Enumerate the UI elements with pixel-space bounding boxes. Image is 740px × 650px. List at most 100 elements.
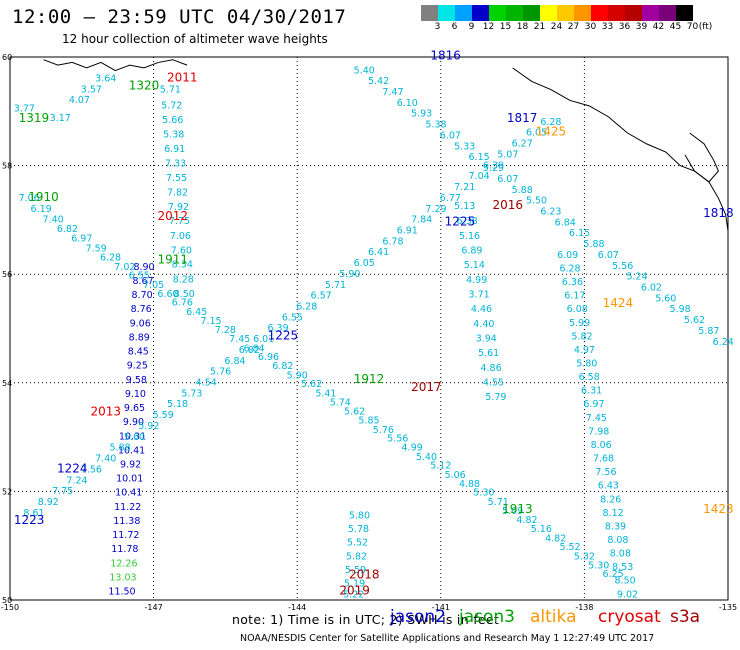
swh-value: 5.71 [488, 497, 509, 508]
swh-value: 8.08 [607, 535, 628, 546]
swh-value: 7.55 [166, 173, 187, 184]
swh-value: 11.50 [108, 587, 135, 598]
swh-value: 5.88 [110, 443, 131, 454]
swh-value: 5.38 [163, 129, 184, 140]
swh-value: 5.62 [301, 379, 322, 390]
swh-value: 6.55 [129, 271, 150, 282]
swh-value: 3.94 [476, 334, 497, 345]
swh-value: 5.56 [612, 261, 633, 272]
swh-value: 10.41 [118, 445, 145, 456]
colorbar-cell [455, 5, 472, 21]
swh-value: 6.57 [311, 291, 332, 302]
swh-value: 7.92 [168, 202, 189, 213]
swh-value: 5.59 [345, 565, 366, 576]
time-label: 1913 [502, 502, 533, 516]
swh-value: 5.82 [346, 551, 367, 562]
time-label: 1225 [445, 214, 476, 228]
time-label: 1319 [19, 111, 50, 125]
colorbar-cell [625, 5, 642, 21]
swh-value: 7.75 [52, 486, 73, 497]
footer-credit: NOAA/NESDIS Center for Satellite Applica… [240, 633, 655, 644]
swh-value: 6.17 [564, 291, 585, 302]
swh-value: 8.92 [38, 497, 59, 508]
swh-value: 5.85 [358, 416, 379, 427]
swh-value: 5.74 [330, 398, 351, 409]
swh-value: 5.29 [483, 163, 504, 174]
swh-value: 6.10 [397, 98, 418, 109]
colorbar-cell [557, 5, 574, 21]
swh-value: 5.60 [124, 432, 145, 443]
time-label: 1912 [354, 372, 385, 386]
swh-value: 5.52 [559, 542, 580, 553]
swh-value: 5.82 [571, 331, 592, 342]
swh-value: 7.40 [95, 454, 116, 465]
swh-value: 8.89 [129, 332, 150, 343]
x-tick-label: -147 [145, 603, 163, 612]
colorbar-label: 39 [635, 22, 648, 32]
swh-value: 6.78 [382, 236, 403, 247]
swh-value: 9.02 [617, 589, 638, 600]
colorbar-label: 42 [652, 22, 665, 32]
swh-value: 6.31 [581, 386, 602, 397]
swh-value: 9.06 [130, 318, 151, 329]
coastline [512, 67, 729, 231]
colorbar-label: 18 [516, 22, 529, 32]
swh-value: 3.57 [81, 84, 102, 95]
time-label: 2017 [411, 380, 442, 394]
swh-value: 7.45 [229, 334, 250, 345]
y-tick-label: 56 [2, 270, 12, 279]
swh-value: 4.86 [480, 363, 501, 374]
swh-value: 5.80 [576, 359, 597, 370]
swh-value: 6.07 [598, 250, 619, 261]
colorbar-label: 27 [567, 22, 580, 32]
colorbar-label: 3 [434, 22, 441, 32]
swh-value: 8.61 [23, 508, 44, 519]
colorbar-cell [608, 5, 625, 21]
swh-value: 7.60 [171, 246, 192, 257]
swh-value: 6.01 [253, 334, 274, 345]
swh-value: 6.76 [172, 298, 193, 309]
x-tick-label: -144 [288, 603, 306, 612]
colorbar-label: 36 [618, 22, 631, 32]
swh-value: 8.26 [600, 494, 621, 505]
swh-value: 4.97 [574, 345, 595, 356]
swh-value: 5.99 [569, 318, 590, 329]
swh-value: 6.39 [267, 323, 288, 334]
x-tick-label: -141 [432, 603, 450, 612]
swh-value: 6.05 [354, 258, 375, 269]
swh-value: 5.14 [464, 260, 485, 271]
swh-value: 7.56 [81, 464, 102, 475]
colorbar-label: 6 [451, 22, 458, 32]
legend-cryosat: cryosat [598, 607, 661, 627]
swh-value: 12.26 [110, 558, 137, 569]
swh-value: 5.56 [387, 433, 408, 444]
swh-value: 6.77 [440, 193, 461, 204]
swh-value: 6.27 [512, 139, 533, 150]
swh-value: 7.06 [19, 193, 40, 204]
swh-value: 7.33 [165, 159, 186, 170]
swh-value: 6.07 [440, 130, 461, 141]
colorbar-label: 9 [468, 22, 475, 32]
swh-value: 6.41 [368, 247, 389, 258]
swh-value: 5.79 [485, 392, 506, 403]
swh-value: 9.90 [123, 417, 144, 428]
swh-value: 10.31 [119, 431, 146, 442]
time-label: 1424 [603, 296, 634, 310]
swh-value: 7.40 [43, 215, 64, 226]
swh-value: 6.28 [100, 253, 121, 264]
plot-frame [9, 56, 729, 601]
x-tick-label: -135 [719, 603, 737, 612]
swh-value: 4.54 [196, 378, 217, 389]
colorbar-label: 30 [584, 22, 597, 32]
swh-value: 6.02 [641, 282, 662, 293]
swh-value: 6.82 [239, 345, 260, 356]
legend-jason3: jason3 [459, 607, 515, 627]
swh-value: 8.76 [131, 304, 152, 315]
swh-value: 5.12 [430, 461, 451, 472]
swh-value: 7.59 [86, 243, 107, 254]
time-label: 2016 [493, 198, 524, 212]
swh-value: 5.30 [473, 488, 494, 499]
colorbar-cell [506, 5, 523, 21]
swh-value: 3.71 [469, 290, 490, 301]
colorbar-label: 24 [550, 22, 563, 32]
